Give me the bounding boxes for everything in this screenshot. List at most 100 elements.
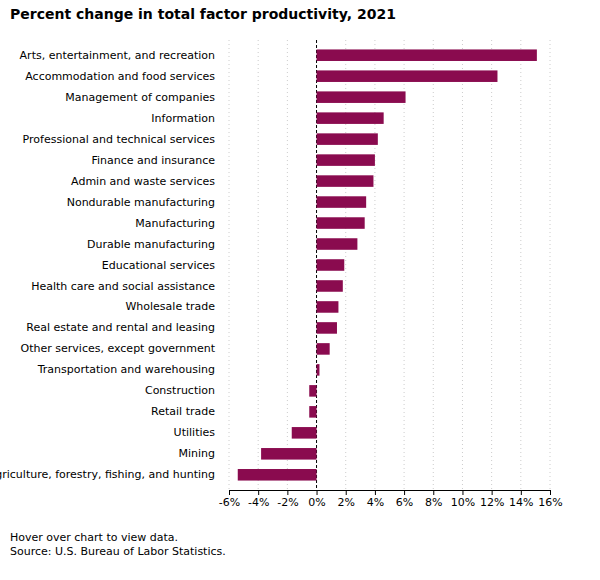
tick: Utilities [174, 426, 216, 439]
tick: Nondurable manufacturing [67, 196, 215, 209]
tick: 10% [451, 490, 475, 509]
tick: Wholesale trade [125, 300, 215, 313]
category-label: Construction [145, 384, 215, 397]
tick: Educational services [102, 259, 215, 272]
grid-line [520, 40, 521, 490]
grid-line [374, 40, 375, 490]
category-label: Manufacturing [135, 217, 215, 230]
tick: Accommodation and food services [25, 70, 215, 83]
grid-line [287, 40, 288, 490]
category-label: Retail trade [151, 405, 215, 418]
tick-label: 8% [425, 496, 442, 509]
grid-line [229, 40, 230, 490]
x-axis: -6% -4% -2% 0% 2% 4% 6% 8% 10% 12% 14% 16% [219, 490, 563, 509]
category-label: Utilities [174, 426, 216, 439]
tick-label: 4% [367, 496, 384, 509]
category-label: Other services, except government [21, 342, 216, 355]
tick: 6% [396, 490, 413, 509]
tick-mark [550, 490, 551, 495]
tick: Transportation and warehousing [37, 363, 215, 376]
bar [317, 301, 339, 313]
tick: Finance and insurance [91, 154, 215, 167]
tick-mark [229, 490, 230, 495]
bar [238, 469, 317, 481]
tick-mark [258, 490, 259, 495]
category-label: Mining [178, 447, 215, 460]
bar [317, 133, 378, 145]
tick-mark [287, 490, 288, 495]
tick: 2% [338, 490, 355, 509]
tick: 8% [425, 490, 442, 509]
bar [317, 175, 374, 187]
category-label: Arts, entertainment, and recreation [20, 49, 215, 62]
category-label: Professional and technical services [23, 133, 216, 146]
tick: -4% [248, 490, 269, 509]
tick-mark [521, 490, 522, 495]
grid-line [345, 40, 346, 490]
tick-mark [492, 490, 493, 495]
tick: 14% [509, 490, 533, 509]
bar [317, 70, 498, 82]
tick: Health care and social assistance [31, 279, 215, 292]
tick-mark [404, 490, 405, 495]
bar [317, 196, 367, 208]
category-label: Admin and waste services [71, 175, 215, 188]
bar [317, 217, 365, 229]
bar [292, 427, 317, 439]
tick-mark [433, 490, 434, 495]
category-label: Agriculture, forestry, fishing, and hunt… [0, 468, 215, 481]
tick: Retail trade [151, 405, 215, 418]
bar [317, 238, 358, 250]
tick: Construction [145, 384, 215, 397]
bar [317, 112, 384, 124]
plot: -6% -4% -2% 0% 2% 4% 6% 8% 10% 12% 14% 16% Arts, ent… [0, 40, 563, 509]
tick-label: 14% [509, 496, 533, 509]
tick-label: 6% [396, 496, 413, 509]
grid [229, 40, 550, 490]
tick: Other services, except government [21, 342, 216, 355]
bar [317, 343, 330, 355]
category-label: Educational services [102, 259, 215, 272]
category-label: Management of companies [65, 91, 215, 104]
tick: Mining [178, 447, 215, 460]
tick: Agriculture, forestry, fishing, and hunt… [0, 468, 215, 481]
category-label: Nondurable manufacturing [67, 196, 215, 209]
tick: 4% [367, 490, 384, 509]
tick: Real estate and rental and leasing [26, 321, 215, 334]
bar [309, 406, 316, 418]
tick: Management of companies [65, 91, 215, 104]
tick-label: -6% [219, 496, 240, 509]
tick: Information [151, 112, 215, 125]
bars [238, 49, 537, 480]
chart: Percent change in total factor productiv… [0, 0, 600, 580]
bar [309, 385, 316, 397]
tick: -2% [277, 490, 298, 509]
footnote: Source: U.S. Bureau of Labor Statistics. [10, 545, 226, 558]
category-label: Transportation and warehousing [37, 363, 215, 376]
bar [317, 154, 375, 166]
tick: Admin and waste services [71, 175, 215, 188]
category-label: Wholesale trade [125, 300, 215, 313]
tick: Arts, entertainment, and recreation [20, 49, 215, 62]
category-label: Accommodation and food services [25, 70, 215, 83]
category-label: Information [151, 112, 215, 125]
title: Percent change in total factor productiv… [10, 6, 396, 22]
grid-line [433, 40, 434, 490]
tick-label: -2% [277, 496, 298, 509]
tick-label: 0% [308, 496, 325, 509]
bar [317, 322, 337, 334]
bar [317, 259, 345, 271]
bar [317, 364, 320, 376]
tick: 16% [538, 490, 562, 509]
tick-label: 2% [338, 496, 355, 509]
grid-line [404, 40, 405, 490]
tick: 12% [480, 490, 504, 509]
category-label: Durable manufacturing [87, 238, 215, 251]
bar [317, 280, 343, 292]
tick-mark [346, 490, 347, 495]
tick-mark [462, 490, 463, 495]
tick-label: 10% [451, 496, 475, 509]
grid-line [491, 40, 492, 490]
tick: Manufacturing [135, 217, 215, 230]
bar [317, 49, 537, 61]
